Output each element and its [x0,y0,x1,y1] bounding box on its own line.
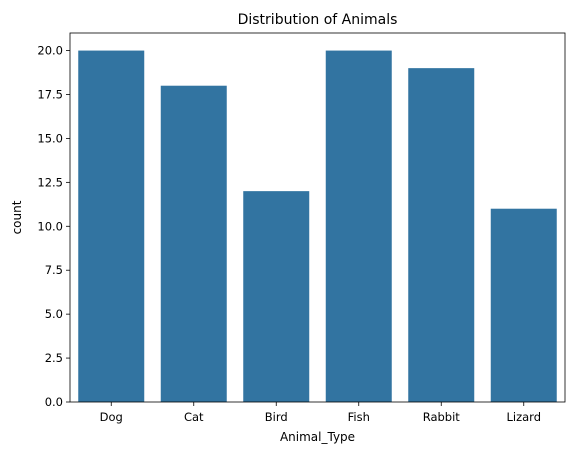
plot-frame [69,32,566,403]
x-axis-label: Animal_Type [280,430,355,444]
x-tick-label: Lizard [506,410,541,424]
x-axis: Dog Cat Bird Fish Rabbit Lizard [100,402,541,424]
x-tick-label: Cat [184,410,204,424]
bar-cat [160,85,227,402]
y-tick-label: 20.0 [37,44,63,58]
y-tick-label: 17.5 [37,88,63,102]
y-tick-label: 2.5 [45,351,63,365]
y-tick-label: 5.0 [45,307,63,321]
x-tick-label: Fish [348,410,370,424]
bar-fish [325,50,392,402]
chart-title: Distribution of Animals [238,12,398,28]
bar-dog [78,50,145,402]
y-tick-label: 0.0 [45,395,63,409]
y-axis-label: count [10,200,24,234]
x-tick-label: Rabbit [423,410,461,424]
bar-rabbit [408,68,475,403]
x-tick-label: Bird [265,410,288,424]
bar-lizard [490,208,557,402]
bars-group [78,50,557,403]
bar-bird [243,191,310,402]
y-tick-label: 7.5 [45,263,63,277]
y-tick-label: 10.0 [37,219,63,233]
y-axis: 0.0 2.5 5.0 7.5 10.0 12.5 15.0 17.5 20.0 [37,44,70,409]
x-tick-label: Dog [100,410,123,424]
y-tick-label: 15.0 [37,131,63,145]
y-tick-label: 12.5 [37,175,63,189]
